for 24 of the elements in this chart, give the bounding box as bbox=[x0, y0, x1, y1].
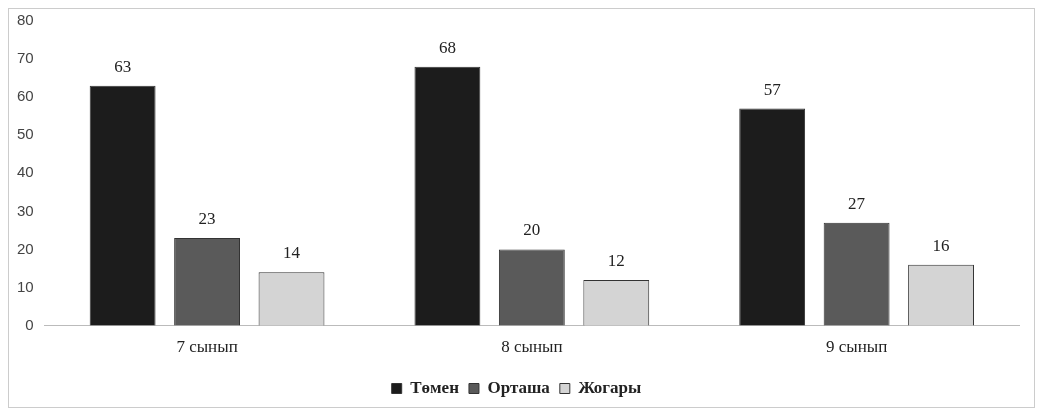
x-tick-label: 8 сынып bbox=[501, 337, 563, 357]
data-label: 12 bbox=[607, 250, 625, 270]
x-tick-label: 7 сынып bbox=[176, 337, 238, 357]
data-label: 63 bbox=[114, 56, 132, 76]
y-tick-label: 40 bbox=[17, 163, 34, 181]
data-label: 27 bbox=[848, 193, 866, 213]
y-tick-label: 30 bbox=[17, 201, 34, 219]
y-tick-label: 70 bbox=[17, 49, 34, 67]
data-label: 14 bbox=[283, 243, 301, 263]
y-tick-label: 10 bbox=[17, 277, 34, 295]
data-label: 16 bbox=[932, 235, 950, 255]
legend-label: Орташа bbox=[487, 377, 551, 397]
legend-label: Төмен bbox=[410, 377, 460, 397]
y-tick-label: 0 bbox=[25, 315, 34, 333]
y-tick-label: 20 bbox=[17, 239, 34, 257]
y-tick-label: 80 bbox=[17, 11, 34, 29]
data-label: 20 bbox=[523, 220, 541, 240]
data-label: 68 bbox=[438, 37, 456, 57]
data-label: 23 bbox=[198, 209, 216, 228]
x-tick-label: 9 сынып bbox=[825, 337, 888, 357]
y-tick-label: 60 bbox=[17, 87, 34, 105]
y-tick-label: 50 bbox=[17, 125, 34, 143]
legend-label: Жогары bbox=[578, 377, 642, 397]
data-label: 57 bbox=[763, 79, 782, 99]
